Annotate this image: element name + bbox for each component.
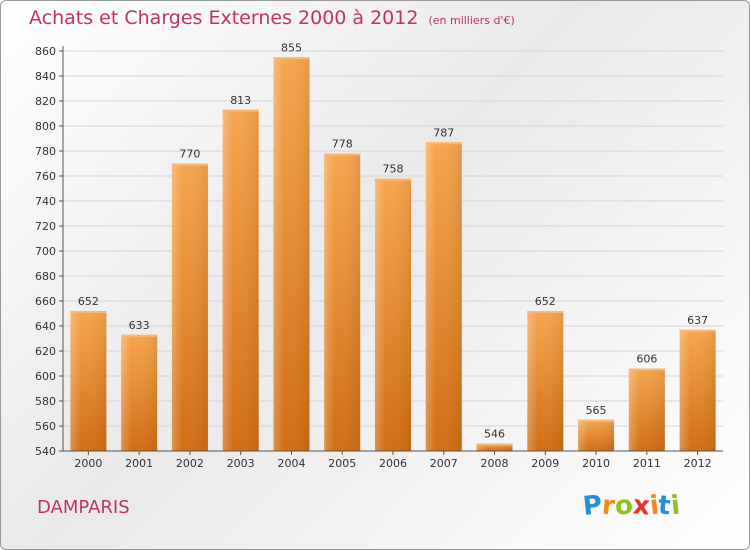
bar-shade: [324, 153, 361, 451]
bar-shade: [171, 163, 208, 451]
bar-shade: [273, 57, 310, 451]
bar-shade: [527, 311, 564, 451]
bar-top-highlight: [375, 178, 411, 181]
y-tick-label: 800: [35, 120, 56, 133]
chart-title: Achats et Charges Externes 2000 à 2012 (e…: [29, 7, 515, 29]
x-tick-label: 2010: [582, 457, 610, 470]
bar-shade: [222, 109, 259, 451]
y-tick-label: 840: [35, 70, 56, 83]
bar-top-highlight: [171, 163, 208, 166]
y-tick-label: 760: [35, 170, 56, 183]
bar-top-highlight: [476, 443, 513, 446]
bar-shade: [375, 178, 411, 451]
bar-top-highlight: [425, 142, 462, 145]
data-label: 855: [281, 41, 302, 54]
bar-top-highlight: [222, 109, 259, 112]
y-tick-label: 560: [35, 420, 56, 433]
x-tick-label: 2004: [277, 457, 305, 470]
x-tick-label: 2012: [684, 457, 712, 470]
x-tick-label: 2006: [379, 457, 407, 470]
y-tick-label: 600: [35, 370, 56, 383]
x-tick-label: 2001: [125, 457, 153, 470]
data-label: 546: [484, 428, 505, 441]
bar-top-highlight: [578, 419, 615, 422]
data-label: 633: [129, 319, 150, 332]
data-label: 813: [230, 94, 251, 107]
chart-subtitle: (en milliers d'€): [428, 14, 515, 27]
bar-top-highlight: [527, 311, 564, 313]
bar-shade: [70, 311, 107, 451]
bar-top-highlight: [70, 311, 107, 313]
bar-top-highlight: [121, 334, 158, 337]
x-tick-label: 2002: [176, 457, 204, 470]
x-tick-label: 2000: [74, 457, 102, 470]
data-label: 758: [383, 163, 404, 176]
bar-shade: [628, 368, 665, 451]
y-tick-label: 740: [35, 195, 56, 208]
x-tick-label: 2003: [227, 457, 255, 470]
y-tick-label: 540: [35, 445, 56, 458]
x-tick-label: 2011: [633, 457, 661, 470]
data-label: 770: [179, 148, 200, 161]
bar-top-highlight: [679, 329, 716, 332]
y-tick-label: 580: [35, 395, 56, 408]
data-label: 787: [433, 126, 454, 139]
y-tick-label: 700: [35, 245, 56, 258]
data-label: 652: [535, 295, 556, 308]
y-tick-label: 720: [35, 220, 56, 233]
y-tick-label: 660: [35, 295, 56, 308]
x-tick-label: 2007: [430, 457, 458, 470]
x-tick-label: 2009: [531, 457, 559, 470]
y-tick-label: 820: [35, 95, 56, 108]
y-tick-label: 620: [35, 345, 56, 358]
bar-top-highlight: [273, 57, 310, 60]
chart-title-text: Achats et Charges Externes 2000 à 2012: [29, 7, 419, 29]
bar-shade: [121, 334, 158, 451]
bar-top-highlight: [628, 368, 665, 371]
bar-shade: [679, 329, 716, 451]
y-tick-label: 860: [35, 45, 56, 58]
y-tick-label: 680: [35, 270, 56, 283]
proxiti-logo: Proxiti: [581, 490, 682, 522]
x-tick-label: 2005: [328, 457, 356, 470]
bar-shade: [425, 142, 462, 451]
x-tick-label: 2008: [481, 457, 509, 470]
bar-top-highlight: [324, 153, 361, 156]
bar-shade: [476, 443, 513, 451]
data-label: 778: [332, 138, 353, 151]
data-label: 606: [636, 353, 657, 366]
y-tick-label: 640: [35, 320, 56, 333]
data-label: 565: [586, 404, 607, 417]
data-label: 652: [78, 295, 99, 308]
town-name: DAMPARIS: [37, 497, 130, 518]
data-label: 637: [687, 314, 708, 327]
bar-shade: [578, 419, 615, 451]
y-tick-label: 780: [35, 145, 56, 158]
logo-letter: i: [669, 490, 682, 522]
